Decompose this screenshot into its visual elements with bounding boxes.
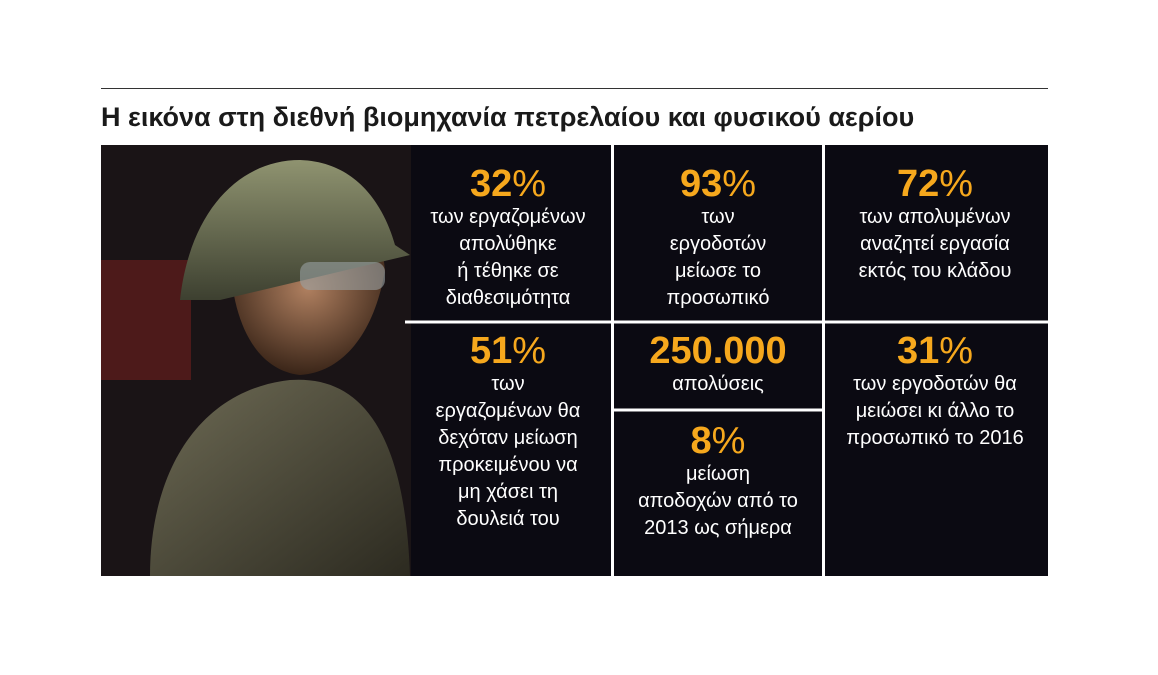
stat-value: 51 xyxy=(470,330,512,372)
stat-description: των απολυμένων xyxy=(859,206,1010,228)
stat-value: 31 xyxy=(897,330,939,372)
stat-number: 8% xyxy=(691,420,746,462)
stat-number: 32% xyxy=(470,163,546,205)
stat-unit: % xyxy=(939,163,973,205)
stat-number: 93% xyxy=(680,163,756,205)
stat-value: 93 xyxy=(680,163,722,205)
stat-value: 250.000 xyxy=(649,330,786,372)
stat-description: προσωπικό xyxy=(666,287,769,309)
stat-description: των εργοδοτών θα xyxy=(853,373,1017,395)
stat-description: ή τέθηκε σε xyxy=(457,260,559,282)
stat-number: 51% xyxy=(470,330,546,372)
stat-description: αποδοχών από το xyxy=(638,490,798,512)
stat-unit: % xyxy=(939,330,973,372)
stat-unit: % xyxy=(512,330,546,372)
stat-description: εργοδοτών xyxy=(670,233,767,255)
grid-lines xyxy=(405,145,1048,576)
stat-description: εργαζομένων θα xyxy=(436,400,581,422)
photo xyxy=(101,145,411,576)
stat-description: μείωση xyxy=(686,463,750,485)
stat-unit: % xyxy=(512,163,546,205)
stat-description: των xyxy=(491,373,524,395)
stat-description: των εργαζομένων xyxy=(430,206,585,228)
stat-description: των xyxy=(701,206,734,228)
stat-number: 31% xyxy=(897,330,973,372)
stat-unit: % xyxy=(722,163,756,205)
stat-description: διαθεσιμότητα xyxy=(446,287,571,309)
stat-description: δεχόταν μείωση xyxy=(438,427,578,449)
stat-description: μειώσει κι άλλο το xyxy=(856,400,1014,422)
stat-description: προσωπικό το 2016 xyxy=(846,427,1023,449)
stat-number: 72% xyxy=(897,163,973,205)
stat-description: δουλειά του xyxy=(456,508,559,530)
title: Η εικόνα στη διεθνή βιομηχανία πετρελαίο… xyxy=(101,102,914,132)
stat-description: εκτός του κλάδου xyxy=(859,260,1012,282)
stat-value: 8 xyxy=(691,420,712,462)
stat-description: προκειμένου να xyxy=(438,454,577,476)
stat-description: αναζητεί εργασία xyxy=(860,233,1010,255)
stat-value: 72 xyxy=(897,163,939,205)
stat-unit: % xyxy=(712,420,746,462)
stat-description: απολύσεις xyxy=(672,373,764,395)
stat-description: μείωσε το xyxy=(675,260,761,282)
stat-number: 250.000 xyxy=(649,330,786,372)
stat-description: 2013 ως σήμερα xyxy=(644,517,792,539)
stat-description: μη χάσει τη xyxy=(458,481,558,503)
stat-description: απολύθηκε xyxy=(459,233,557,255)
stat-value: 32 xyxy=(470,163,512,205)
